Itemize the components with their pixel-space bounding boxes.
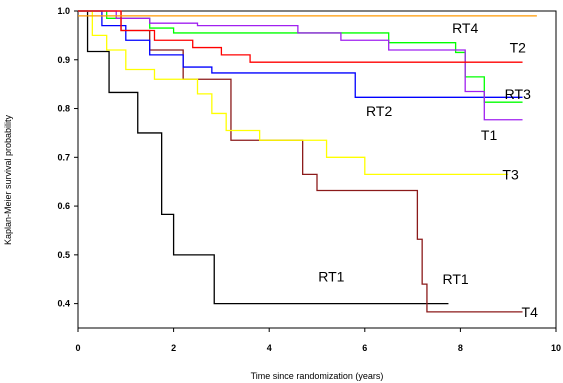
x-tick-label: 0 — [75, 343, 80, 353]
curve-label-t4: T4 — [522, 304, 539, 320]
y-tick-label: 0.4 — [57, 299, 70, 309]
plot-area: 0 2 4 6 8 10 0.4 0.5 0.6 0.7 0.8 0.9 1.0 RT4 T2 RT3 RT2 T… — [57, 6, 561, 353]
survival-curve-t2 — [78, 10, 523, 63]
y-tick-label: 0.9 — [57, 55, 70, 65]
curve-label-rt2: RT2 — [366, 103, 392, 119]
x-tick-label: 6 — [362, 343, 367, 353]
curve-label-t2: T2 — [510, 39, 527, 55]
survival-curve-t1 — [78, 10, 523, 121]
x-axis-title: Time since randomization (years) — [251, 371, 384, 381]
survival-curve-t3 — [78, 10, 509, 176]
y-tick-label: 0.8 — [57, 104, 70, 114]
curve-label-rt4: RT4 — [452, 20, 478, 36]
x-tick-label: 10 — [551, 343, 561, 353]
curve-label-t1: T1 — [481, 127, 498, 143]
x-tick-label: 8 — [458, 343, 463, 353]
y-tick-label: 1.0 — [57, 6, 70, 16]
survival-curve-t4 — [78, 10, 523, 313]
x-tick-label: 4 — [267, 343, 272, 353]
plot-frame — [77, 10, 557, 329]
curve-label-rt3: RT3 — [505, 86, 531, 102]
y-tick-label: 0.6 — [57, 201, 70, 211]
y-tick-label: 0.7 — [57, 152, 70, 162]
curve-label-t3: T3 — [502, 166, 519, 182]
y-tick-label: 0.5 — [57, 250, 70, 260]
survival-curve-rt1 — [78, 10, 449, 305]
y-axis-title: Kaplan-Meier survival probability — [3, 114, 13, 245]
curve-label-rt1: RT1 — [443, 271, 469, 287]
y-axis-title-group: Kaplan-Meier survival probability — [3, 114, 13, 245]
survival-curve-rt2 — [78, 10, 523, 98]
x-tick-label: 2 — [171, 343, 176, 353]
curve-label-rt1: RT1 — [318, 269, 344, 285]
